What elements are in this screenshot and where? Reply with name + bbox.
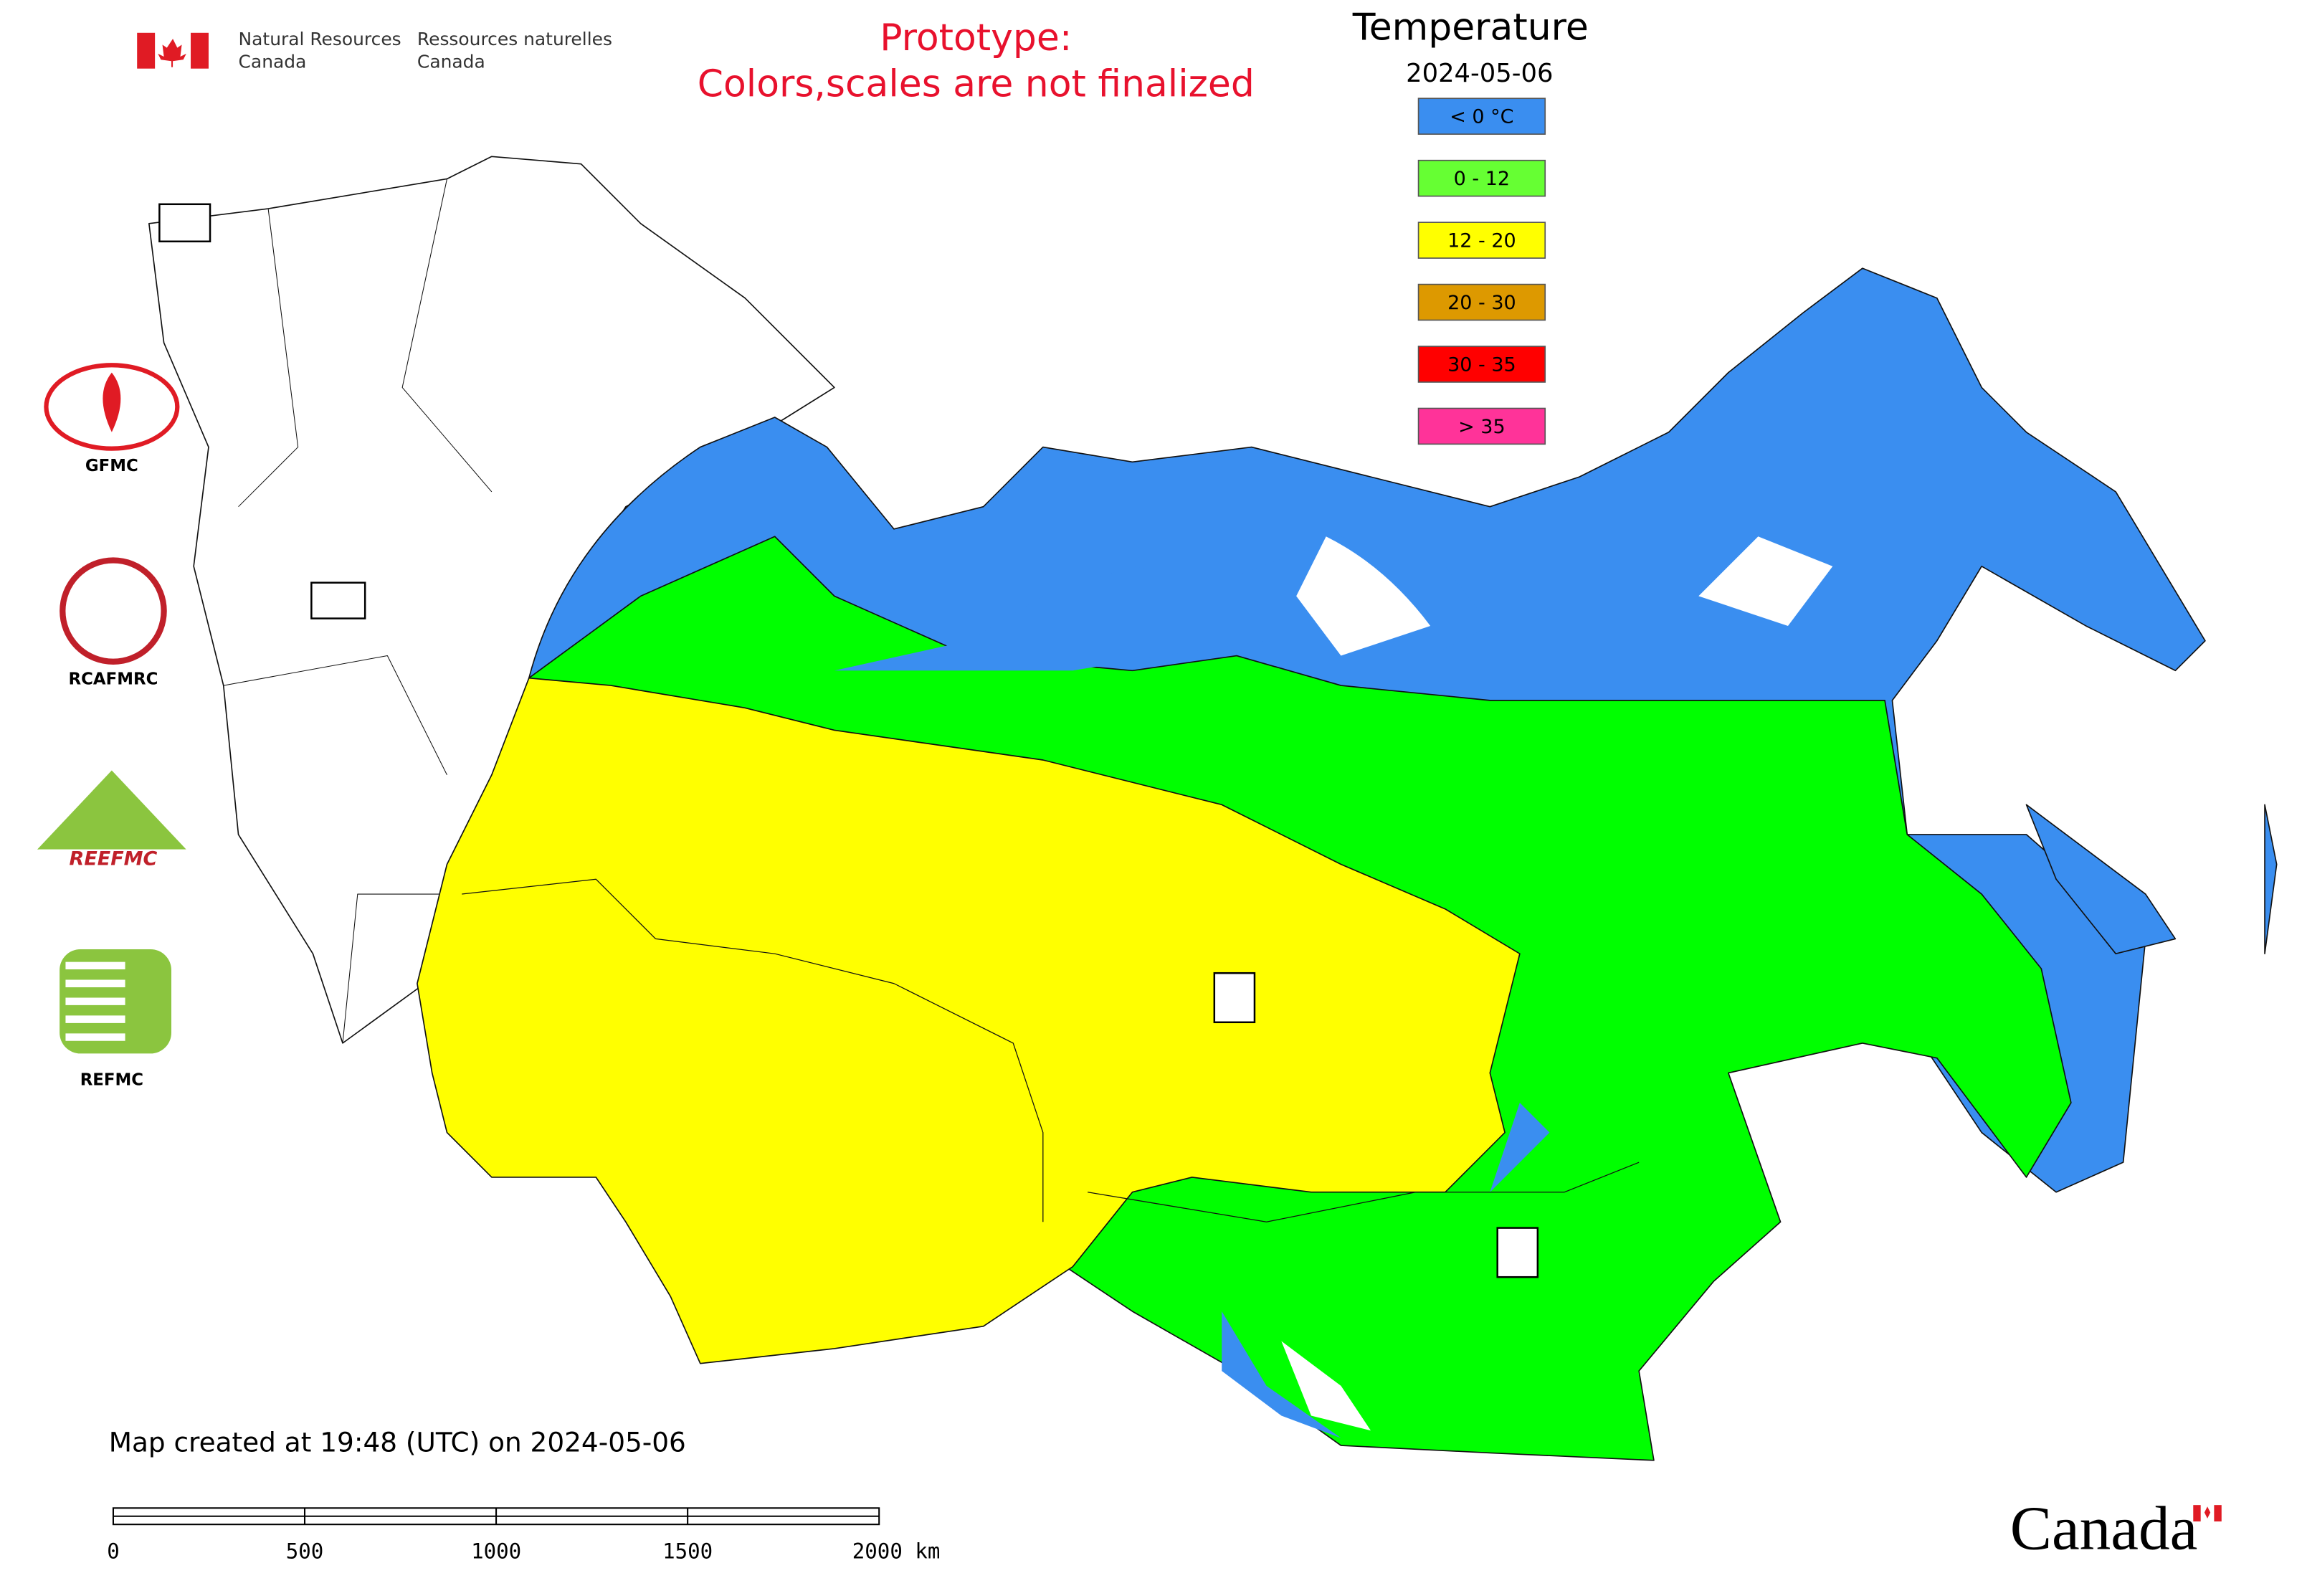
legend-title: Temperature bbox=[1352, 6, 1589, 49]
scale-label: 500 bbox=[286, 1539, 324, 1564]
logo-refmc bbox=[60, 949, 172, 1054]
scale-labels: 0 500 1000 1500 2000 km bbox=[107, 1539, 940, 1564]
logo-gfmc bbox=[44, 363, 180, 451]
logo-label: GFMC bbox=[85, 457, 138, 475]
legend-label: 12 - 20 bbox=[1447, 230, 1516, 252]
legend-swatch bbox=[1417, 159, 1546, 197]
agency-fr: Canada bbox=[417, 51, 485, 72]
legend-swatch bbox=[1417, 346, 1546, 383]
legend-swatch bbox=[1417, 222, 1546, 259]
legend: < 0 °C 0 - 12 12 - 20 20 - 30 30 - 35 > 35 bbox=[1417, 98, 1546, 445]
scale-bar bbox=[112, 1507, 880, 1526]
legend-date: 2024-05-06 bbox=[1406, 59, 1553, 88]
legend-label: 30 - 35 bbox=[1447, 354, 1516, 376]
logo-label: RCAFMRC bbox=[69, 670, 158, 688]
created-note: Map created at 19:48 (UTC) on 2024-05-06 bbox=[109, 1426, 686, 1458]
agency-en: Natural Resources bbox=[239, 29, 401, 49]
legend-label: 20 - 30 bbox=[1447, 292, 1516, 314]
scale-label: 2000 km bbox=[852, 1539, 941, 1564]
legend-swatch bbox=[1417, 407, 1546, 445]
station-markers bbox=[158, 203, 1539, 1278]
base-map bbox=[148, 156, 2278, 1461]
notice: Prototype: bbox=[880, 16, 1072, 60]
logo-label: REEFMC bbox=[70, 848, 158, 870]
canada-wordmark: Canada bbox=[2010, 1493, 2198, 1563]
flag bbox=[137, 32, 209, 69]
logo-label: REFMC bbox=[80, 1070, 143, 1089]
legend-label: < 0 °C bbox=[1450, 106, 1513, 128]
agency-fr: Ressources naturelles bbox=[417, 29, 612, 49]
legend-swatch bbox=[1417, 98, 1546, 135]
logo-rcafmrc bbox=[60, 557, 167, 665]
notice: Colors,scales are not finalized bbox=[698, 63, 1255, 106]
wordmark-flag bbox=[2193, 1505, 2222, 1522]
legend-label: 0 - 12 bbox=[1454, 168, 1510, 190]
legend-label: > 35 bbox=[1458, 416, 1506, 438]
scale-label: 1500 bbox=[662, 1539, 713, 1564]
scale-label: 0 bbox=[107, 1539, 120, 1564]
agency-en: Canada bbox=[239, 51, 307, 72]
logo-reefmc bbox=[37, 770, 191, 868]
legend-swatch bbox=[1417, 283, 1546, 321]
scale-label: 1000 bbox=[471, 1539, 521, 1564]
